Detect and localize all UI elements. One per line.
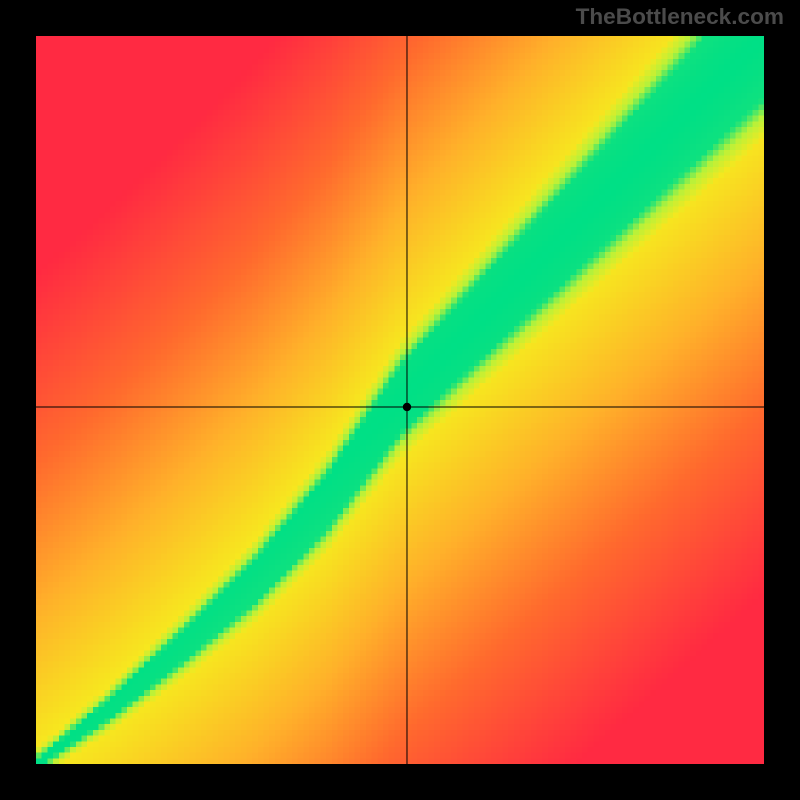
- watermark-text: TheBottleneck.com: [576, 4, 784, 30]
- crosshair-overlay: [36, 36, 764, 764]
- chart-container: TheBottleneck.com: [0, 0, 800, 800]
- crosshair-marker: [403, 403, 411, 411]
